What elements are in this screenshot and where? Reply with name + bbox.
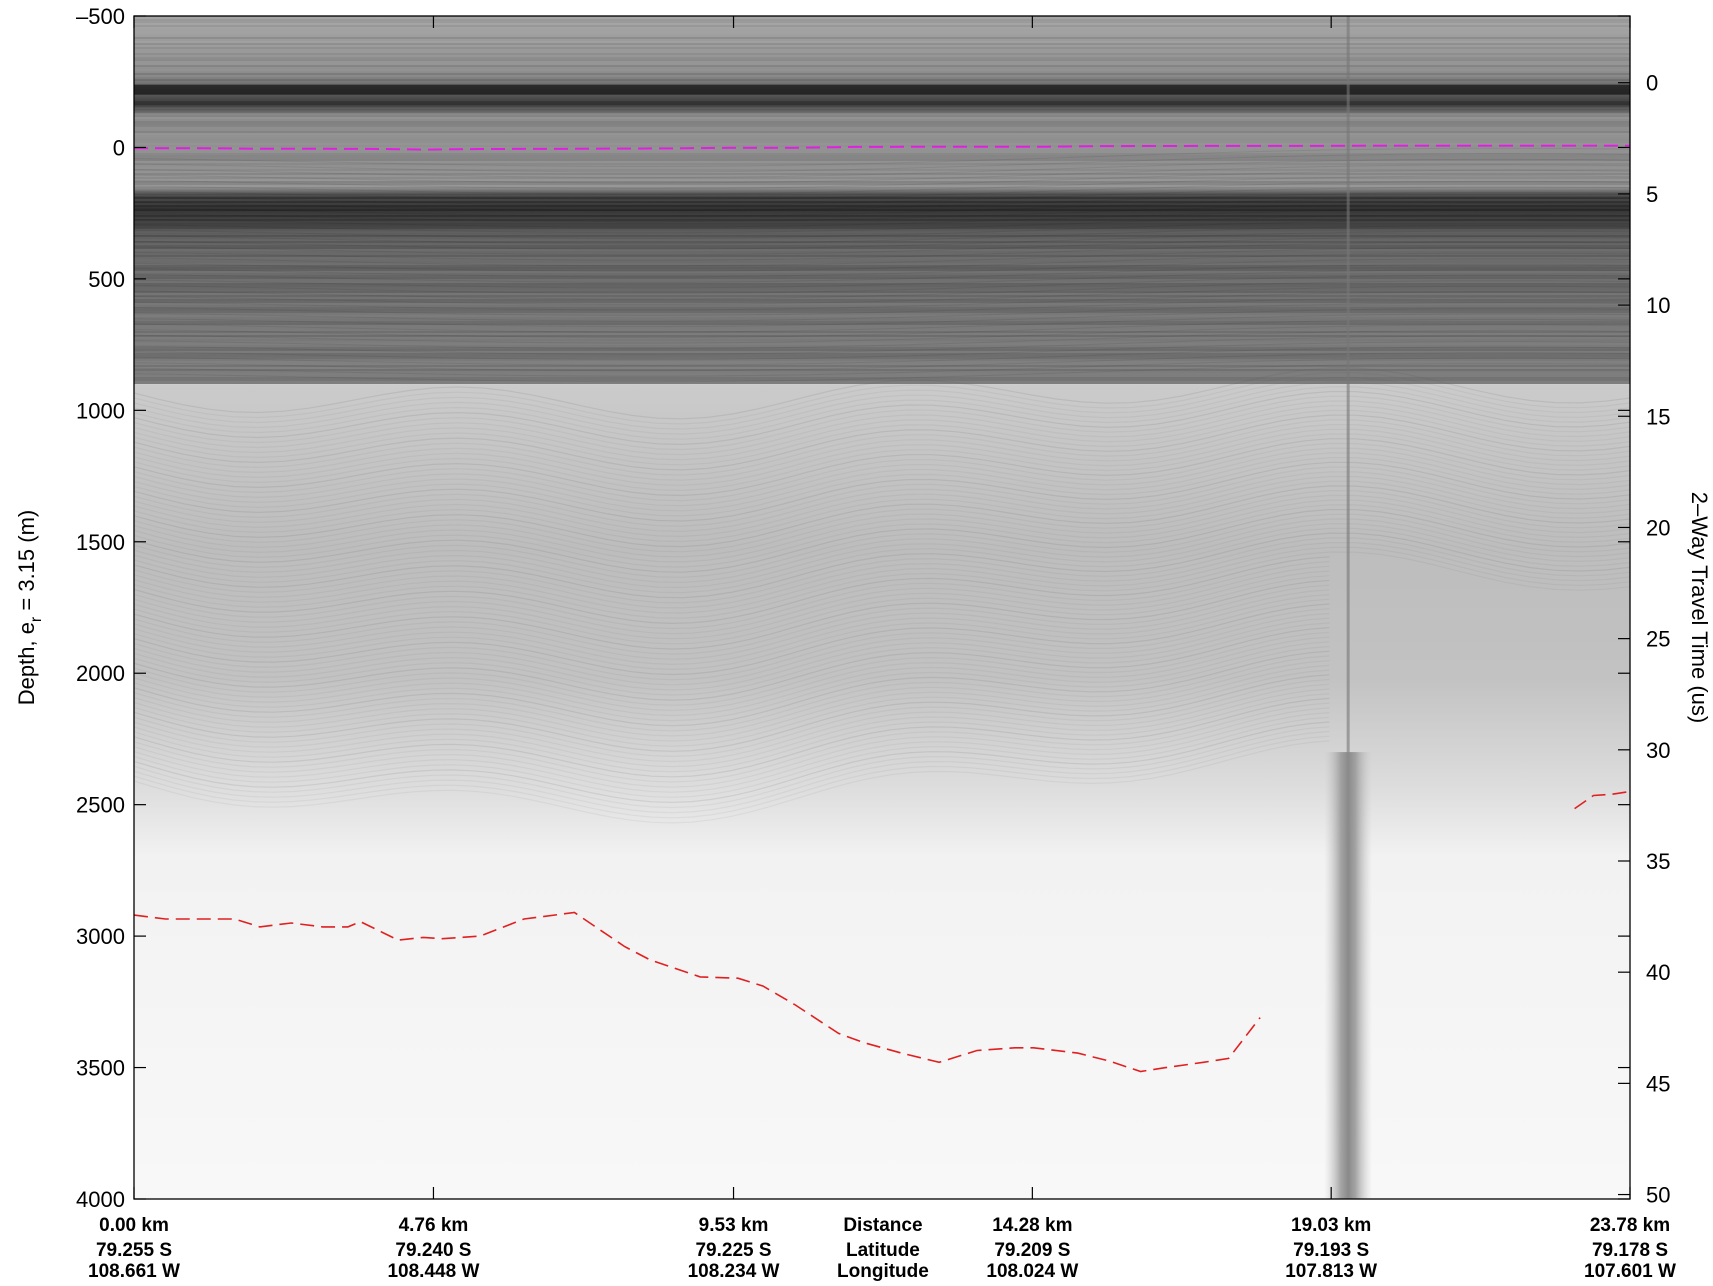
right-axis-ticks: 0 5 10 15 20 25 30 35 40 45 50 xyxy=(1618,71,1670,1208)
x-tick-latitude: 79.193 S xyxy=(1293,1240,1369,1261)
y-label-rest: = 3.15 (m) xyxy=(14,510,39,617)
x-tick-longitude: 108.448 W xyxy=(387,1261,479,1281)
surface-banding xyxy=(134,16,1630,385)
right-tick-label: 20 xyxy=(1646,515,1670,540)
y-axis-label-right: 2–Way Travel Time (us) xyxy=(1687,492,1712,723)
air-reflector xyxy=(134,84,1630,95)
y-axis-label-left: Depth, er = 3.15 (m) xyxy=(14,510,45,705)
right-tick-label: 25 xyxy=(1646,627,1670,652)
y-label-main: Depth, e xyxy=(14,622,39,705)
x-tick-longitude: 108.024 W xyxy=(986,1261,1078,1281)
x-tick-distance: 14.28 km xyxy=(992,1215,1072,1236)
x-tick-longitude: 107.601 W xyxy=(1584,1261,1676,1281)
noise-column xyxy=(1324,752,1373,1199)
x-tick-latitude: 79.209 S xyxy=(994,1240,1070,1261)
x-row-label: Latitude xyxy=(846,1240,920,1261)
plot-frame xyxy=(133,15,1631,1200)
left-tick-label: 0 xyxy=(113,135,125,160)
right-tick-label: 50 xyxy=(1646,1183,1670,1208)
left-tick-label: 1000 xyxy=(76,398,125,423)
right-tick-label: 10 xyxy=(1646,293,1670,318)
right-tick-label: 5 xyxy=(1646,182,1658,207)
bed-pick-line xyxy=(134,911,1261,1073)
surface-pick-line xyxy=(134,144,1630,151)
x-tick-longitude: 107.813 W xyxy=(1285,1261,1377,1281)
x-row-label: Distance xyxy=(843,1215,922,1236)
x-tick-distance: 23.78 km xyxy=(1590,1215,1670,1236)
y-label-sub: r xyxy=(28,616,45,622)
right-tick-label: 15 xyxy=(1646,404,1670,429)
x-tick-latitude: 79.225 S xyxy=(695,1240,771,1261)
bed-pick-line-right xyxy=(1574,790,1630,810)
right-tick-label: 40 xyxy=(1646,960,1670,985)
x-tick-latitude: 79.255 S xyxy=(96,1240,172,1261)
right-tick-label: 30 xyxy=(1646,738,1670,763)
upper-gain-zone xyxy=(134,16,1630,385)
x-tick-latitude: 79.240 S xyxy=(395,1240,471,1261)
bottom-axis-ticks xyxy=(133,16,1631,1199)
x-row-label: Longitude xyxy=(837,1261,929,1281)
internal-layers xyxy=(134,147,1630,824)
right-tick-label: 45 xyxy=(1646,1071,1670,1096)
picks-layer xyxy=(134,144,1630,1073)
x-tick-latitude: 79.178 S xyxy=(1592,1240,1668,1261)
x-tick-longitude: 108.234 W xyxy=(688,1261,780,1281)
left-tick-label: 2000 xyxy=(76,661,125,686)
right-tick-label: 0 xyxy=(1646,71,1658,96)
left-axis-ticks: –500 0 500 1000 1500 2000 2500 3000 3500 4000 xyxy=(76,4,1630,1212)
x-tick-distance: 9.53 km xyxy=(699,1215,769,1236)
x-tick-longitude: 108.661 W xyxy=(88,1261,180,1281)
x-tick-distance: 4.76 km xyxy=(399,1215,469,1236)
left-tick-label: 500 xyxy=(88,267,125,292)
left-tick-label: 1500 xyxy=(76,530,125,555)
left-tick-label: 3000 xyxy=(76,924,125,949)
radar-image xyxy=(134,16,1630,1199)
right-tick-label: 35 xyxy=(1646,849,1670,874)
x-tick-distance: 19.03 km xyxy=(1291,1215,1371,1236)
lower-gain-zone xyxy=(134,384,1630,1199)
left-tick-label: –500 xyxy=(76,4,125,29)
x-tick-distance: 0.00 km xyxy=(99,1215,169,1236)
left-tick-label: 2500 xyxy=(76,793,125,818)
left-tick-label: 4000 xyxy=(76,1187,125,1212)
left-tick-label: 3500 xyxy=(76,1056,125,1081)
